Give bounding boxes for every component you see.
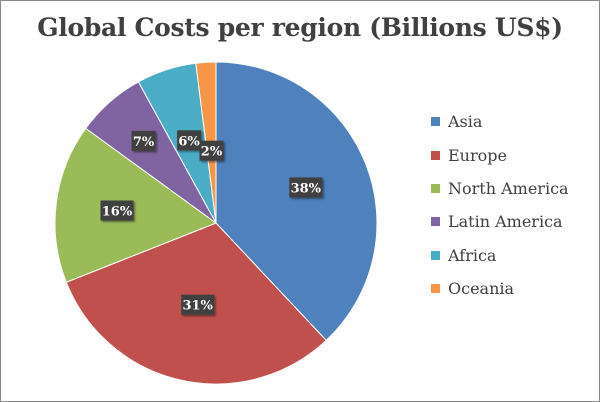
svg-text:7%: 7%: [133, 135, 155, 150]
data-label-europe: 31%: [181, 294, 215, 315]
legend-label: Asia: [448, 112, 483, 132]
legend-item-latin-america: Latin America: [431, 205, 569, 238]
pie-slice-north-america: [54, 127, 218, 283]
pie-slice-asia: [215, 61, 378, 342]
legend-swatch: [431, 117, 440, 127]
legend-swatch: [431, 150, 440, 160]
data-label-africa: 6%: [177, 130, 202, 151]
legend-item-oceania: Oceania: [431, 272, 569, 305]
data-label-north-america: 16%: [100, 200, 134, 221]
svg-text:38%: 38%: [291, 181, 322, 196]
legend-item-asia: Asia: [431, 105, 569, 138]
svg-text:16%: 16%: [102, 205, 133, 220]
data-label-oceania: 2%: [199, 140, 224, 161]
chart-legend: Asia Europe North America Latin America Afri…: [431, 105, 569, 305]
legend-swatch: [431, 250, 440, 260]
legend-label: Africa: [448, 245, 497, 265]
legend-label: North America: [448, 178, 569, 198]
svg-text:2%: 2%: [201, 145, 223, 160]
legend-item-north-america: North America: [431, 172, 569, 205]
legend-swatch: [431, 284, 440, 294]
legend-item-europe: Europe: [431, 138, 569, 171]
svg-text:31%: 31%: [182, 299, 213, 314]
legend-item-africa: Africa: [431, 239, 569, 272]
data-label-latin-america: 7%: [131, 130, 156, 151]
legend-label: Europe: [448, 145, 507, 165]
legend-swatch: [431, 183, 440, 193]
svg-text:6%: 6%: [178, 134, 200, 149]
legend-swatch: [431, 217, 440, 227]
chart-title: Global Costs per region (Billions US$): [37, 13, 563, 42]
legend-label: Oceania: [448, 279, 515, 299]
data-label-asia: 38%: [289, 177, 323, 198]
legend-label: Latin America: [448, 212, 563, 232]
